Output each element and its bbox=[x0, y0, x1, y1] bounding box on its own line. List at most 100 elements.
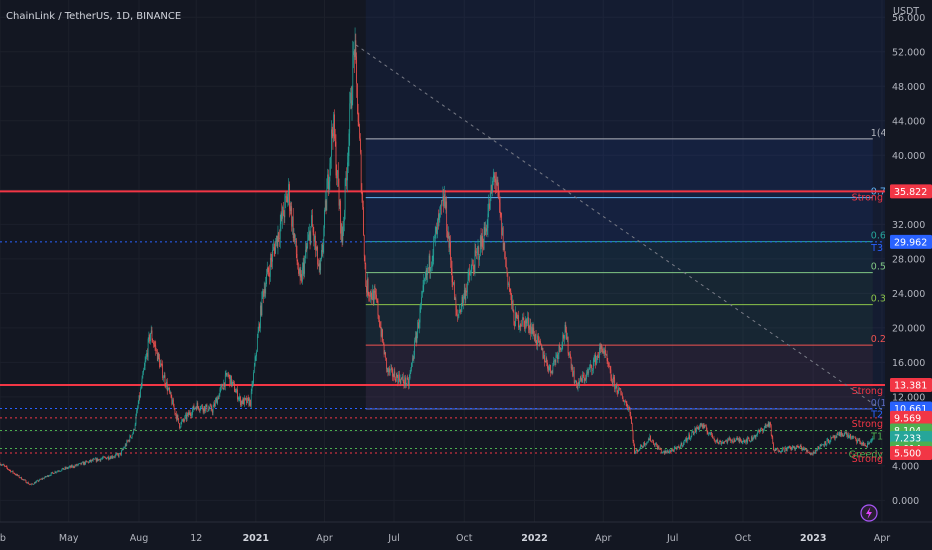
candle-body bbox=[799, 444, 801, 447]
candle-body bbox=[396, 374, 398, 377]
candle-body bbox=[628, 407, 630, 409]
candle-body bbox=[734, 440, 736, 442]
candle-body bbox=[10, 470, 12, 473]
candle-body bbox=[247, 397, 248, 403]
candle-body bbox=[228, 374, 230, 376]
candle-body bbox=[613, 377, 615, 380]
candle-body bbox=[262, 290, 264, 292]
candle-body bbox=[437, 219, 438, 235]
candle-body bbox=[776, 448, 778, 449]
candle-body bbox=[478, 247, 480, 260]
candle-body bbox=[43, 477, 45, 479]
candle-body bbox=[378, 315, 380, 321]
candle-body bbox=[301, 274, 302, 282]
candle-body bbox=[667, 450, 668, 452]
candle-body bbox=[556, 354, 558, 356]
candle-body bbox=[543, 354, 545, 359]
candle-body bbox=[413, 355, 415, 360]
candle-body bbox=[521, 317, 523, 326]
candle-body bbox=[793, 445, 794, 448]
candle-body bbox=[3, 464, 5, 466]
candle-body bbox=[414, 340, 415, 356]
candle-body bbox=[123, 448, 125, 450]
candle-body bbox=[673, 447, 675, 452]
candle-body bbox=[671, 449, 673, 451]
candle-body bbox=[395, 374, 397, 382]
candle-body bbox=[110, 457, 112, 459]
candle-body bbox=[164, 375, 166, 385]
candle-body bbox=[776, 448, 777, 451]
candle-body bbox=[544, 354, 545, 362]
candle-body bbox=[261, 291, 263, 316]
candle-body bbox=[683, 443, 684, 446]
candle-body bbox=[715, 441, 717, 443]
candle-body bbox=[426, 270, 428, 275]
candle-body bbox=[420, 305, 422, 308]
candle-body bbox=[570, 358, 572, 369]
candle-body bbox=[305, 249, 306, 259]
candle-body bbox=[831, 436, 833, 438]
candle-body bbox=[579, 376, 581, 382]
level-label: T1 bbox=[870, 432, 883, 443]
lightning-icon[interactable] bbox=[860, 504, 878, 522]
candle-body bbox=[778, 450, 780, 452]
candle-body bbox=[418, 322, 420, 329]
candle-body bbox=[369, 291, 371, 297]
candle-body bbox=[509, 289, 511, 292]
candle-body bbox=[237, 389, 238, 400]
candle-body bbox=[121, 450, 122, 455]
candle-body bbox=[608, 366, 610, 368]
candle-body bbox=[193, 405, 195, 410]
candle-body bbox=[282, 207, 283, 219]
candle-body bbox=[174, 408, 176, 414]
candle-body bbox=[383, 344, 385, 355]
candle-body bbox=[270, 257, 272, 260]
candle-body bbox=[152, 340, 154, 343]
candle-body bbox=[601, 345, 603, 349]
candle-body bbox=[823, 444, 825, 446]
candle-body bbox=[219, 389, 221, 394]
candle-body bbox=[589, 367, 590, 370]
candle-body bbox=[395, 378, 396, 382]
candle-body bbox=[518, 315, 519, 328]
candle-body bbox=[371, 297, 373, 301]
candle-body bbox=[249, 399, 251, 406]
candle-body bbox=[369, 295, 370, 297]
candle-body bbox=[635, 449, 637, 452]
candle-body bbox=[618, 388, 619, 394]
candle-body bbox=[440, 204, 441, 210]
candle-body bbox=[445, 201, 447, 208]
candle-body bbox=[157, 353, 159, 361]
candle-body bbox=[319, 263, 321, 271]
candle-body bbox=[418, 322, 419, 329]
candle-body bbox=[226, 373, 228, 375]
candle-body bbox=[13, 472, 15, 474]
candle-body bbox=[284, 197, 286, 218]
candle-body bbox=[247, 397, 249, 399]
candle-body bbox=[559, 345, 561, 349]
level-label: Strong bbox=[852, 454, 883, 465]
candle-body bbox=[199, 409, 201, 411]
candle-body bbox=[55, 471, 57, 473]
candle-body bbox=[109, 457, 111, 459]
candle-body bbox=[764, 428, 765, 429]
candle-body bbox=[442, 195, 444, 201]
candle-body bbox=[634, 451, 636, 454]
candle-body bbox=[565, 325, 567, 331]
price-badge-label: 9.569 bbox=[894, 413, 921, 424]
candle-body bbox=[88, 461, 89, 463]
candle-body bbox=[346, 178, 348, 181]
candle-body bbox=[529, 324, 531, 330]
candle-body bbox=[115, 454, 117, 455]
candle-body bbox=[44, 476, 46, 478]
y-tick-label: 20.000 bbox=[892, 323, 925, 334]
candle-body bbox=[278, 232, 280, 239]
candle-body bbox=[202, 408, 204, 412]
candle-body bbox=[571, 367, 573, 369]
y-tick-label: 56.000 bbox=[892, 13, 925, 24]
candle-body bbox=[390, 367, 392, 370]
candle-body bbox=[670, 450, 672, 452]
